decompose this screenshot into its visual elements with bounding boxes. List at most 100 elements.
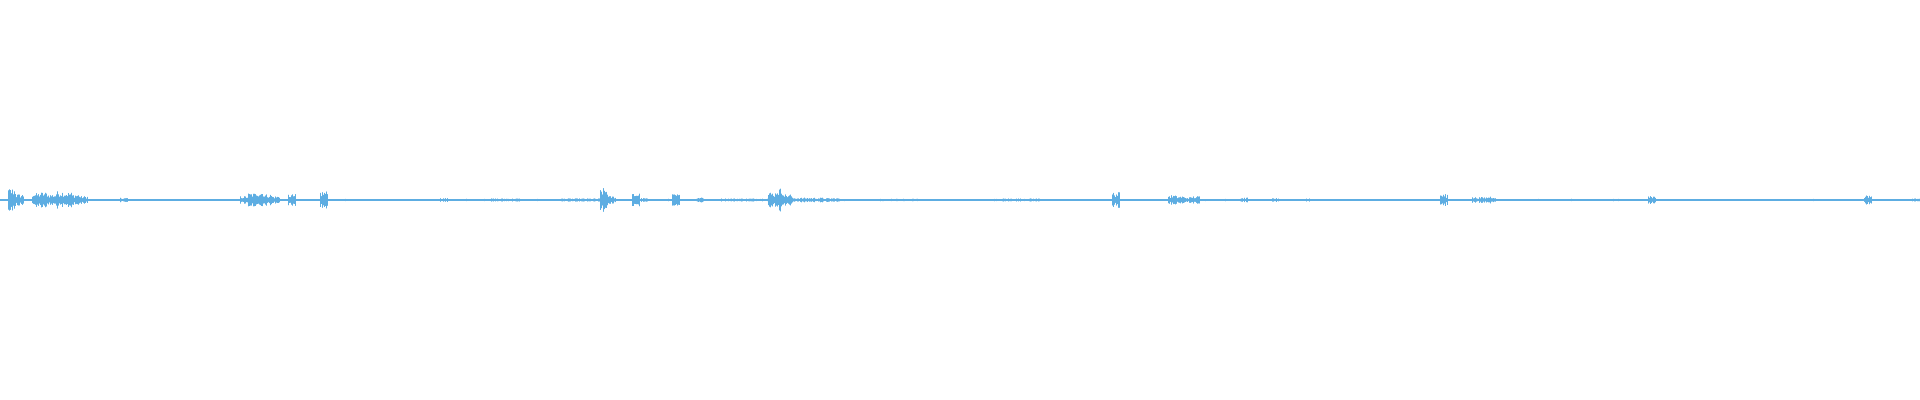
waveform-sample [1383, 199, 1384, 201]
waveform-sample [577, 198, 578, 202]
waveform-sample [913, 198, 914, 202]
waveform-sample [124, 198, 125, 202]
waveform-sample [1917, 198, 1918, 202]
waveform-sample [880, 198, 881, 202]
waveform-sample [493, 198, 494, 202]
waveform-sample [744, 199, 745, 201]
waveform-sample [18, 194, 19, 206]
waveform-sample [38, 194, 39, 206]
waveform-sample [1018, 198, 1019, 202]
waveform-sample [34, 195, 35, 205]
waveform-sample [596, 199, 597, 201]
waveform-sample [1038, 198, 1039, 202]
waveform-sample [494, 199, 495, 201]
waveform-sample [69, 194, 70, 206]
waveform-sample [830, 199, 831, 201]
waveform-sample [1014, 199, 1015, 201]
waveform-sample [61, 196, 62, 204]
waveform-sample [491, 198, 492, 202]
waveform-sample [1913, 199, 1914, 201]
waveform-sample [1479, 197, 1480, 203]
waveform-sample [1273, 198, 1274, 202]
waveform-sample [1443, 194, 1444, 206]
waveform-sample [1010, 198, 1011, 202]
waveform-sample [1493, 198, 1494, 203]
waveform-sample [951, 199, 952, 201]
waveform-sample [504, 198, 505, 202]
waveform-sample [121, 198, 122, 202]
waveform-sample [1649, 197, 1650, 203]
waveform-sample [492, 198, 493, 202]
waveform-sample [1002, 198, 1003, 202]
waveform-sample [292, 194, 293, 206]
waveform-sample [44, 194, 45, 206]
waveform-sample [678, 195, 679, 205]
waveform-sample [1182, 196, 1183, 204]
waveform-sample [912, 198, 913, 202]
waveform-sample [579, 198, 580, 202]
waveform-sample [295, 194, 296, 206]
waveform-sample [925, 199, 926, 201]
waveform-sample [1013, 199, 1014, 201]
waveform-sample [272, 196, 273, 203]
waveform-sample [1241, 198, 1242, 202]
waveform-sample [36, 193, 37, 207]
waveform-sample [609, 196, 610, 204]
waveform-sample [793, 198, 794, 202]
waveform-sample [1311, 199, 1312, 201]
waveform-sample [591, 199, 592, 201]
waveform-sample [739, 198, 740, 202]
waveform-sample [754, 198, 755, 202]
waveform-sample [1114, 195, 1115, 205]
waveform-sample [262, 194, 263, 207]
waveform-sample [737, 198, 738, 202]
waveform-sample [257, 195, 258, 204]
waveform-sample [916, 198, 917, 201]
waveform-sample [1117, 195, 1118, 205]
waveform-sample [1912, 198, 1913, 202]
waveform-sample [1006, 199, 1007, 201]
waveform-sample [572, 198, 573, 202]
waveform-sample [1869, 195, 1870, 205]
waveform-sample [763, 199, 764, 201]
waveform-sample [732, 199, 733, 201]
waveform-sample [1859, 199, 1860, 201]
waveform-sample [1488, 197, 1489, 203]
waveform-sample [55, 196, 56, 204]
waveform-sample [605, 192, 606, 208]
waveform-sample [12, 189, 13, 211]
waveform-sample [33, 196, 34, 204]
waveform-sample [1036, 198, 1037, 202]
waveform-sample [1191, 197, 1192, 203]
waveform-sample [1616, 199, 1617, 201]
waveform-sample [256, 195, 257, 205]
waveform-sample [779, 189, 780, 211]
waveform-sample [768, 195, 769, 206]
waveform-sample [602, 194, 603, 206]
waveform-sample [288, 194, 289, 206]
waveform-sample [503, 199, 504, 201]
waveform-sample [1613, 198, 1614, 202]
waveform-sample [1218, 199, 1219, 201]
waveform-sample [277, 196, 278, 203]
waveform-sample [1113, 192, 1114, 207]
waveform-sample [1865, 196, 1866, 204]
waveform-sample [785, 194, 786, 206]
waveform-sample [11, 193, 12, 207]
waveform-sample [74, 197, 75, 203]
waveform-sample [515, 198, 516, 202]
waveform-sample [587, 198, 588, 202]
waveform-sample [19, 194, 20, 206]
waveform-sample [775, 193, 776, 207]
waveform-sample [320, 192, 321, 207]
waveform-sample [45, 192, 46, 208]
waveform-sample [1205, 199, 1206, 202]
waveform-sample [831, 198, 832, 202]
waveform-sample [509, 199, 510, 201]
waveform-sample [1031, 198, 1032, 202]
waveform-bars [8, 188, 1920, 212]
waveform-sample [214, 199, 215, 201]
waveform-sample [1619, 199, 1620, 201]
waveform-sample [444, 198, 445, 202]
